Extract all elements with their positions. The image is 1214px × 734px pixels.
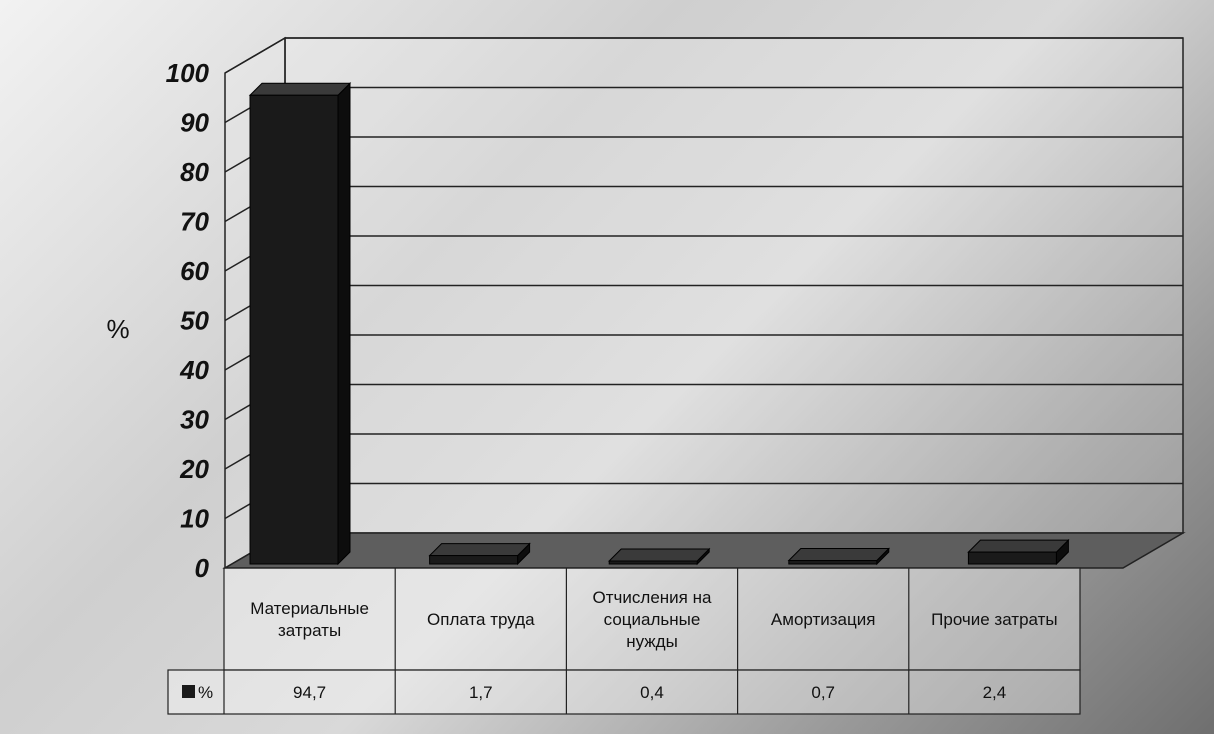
data-label: 0,4 <box>640 683 664 702</box>
y-tick-label: 70 <box>180 207 209 237</box>
data-table: % Материальные затраты Оплата труда Отчислен… <box>167 567 1081 715</box>
y-tick-label: 50 <box>180 306 209 336</box>
x-tick-label: Отчисления на социальные нужды <box>593 588 712 651</box>
bar <box>787 547 891 566</box>
legend-label: % <box>198 683 213 702</box>
data-label: 94,7 <box>293 683 326 702</box>
y-tick-label: 20 <box>179 454 209 484</box>
x-tick-label: Амортизация <box>771 610 876 629</box>
bar <box>607 547 711 566</box>
bars <box>248 82 1070 566</box>
y-tick-label: 90 <box>180 108 209 138</box>
table-value-row <box>167 669 1081 715</box>
y-tick-label: 60 <box>180 256 209 286</box>
y-tick-label: 80 <box>180 157 209 187</box>
chart-walls <box>222 36 1186 570</box>
legend-swatch <box>182 685 195 698</box>
bar <box>248 82 352 566</box>
gridline-side <box>224 37 286 74</box>
y-tick-label: 40 <box>179 355 209 385</box>
y-tick-label: 10 <box>180 504 209 534</box>
table-header-row <box>223 567 1081 671</box>
data-label: 1,7 <box>469 683 493 702</box>
data-label: 0,7 <box>811 683 835 702</box>
data-label: 2,4 <box>983 683 1007 702</box>
x-tick-label: Прочие затраты <box>931 610 1058 629</box>
y-axis-label: % <box>106 314 129 344</box>
bar <box>428 542 531 566</box>
x-tick-label: Оплата труда <box>427 610 535 629</box>
y-tick-label: 100 <box>166 58 210 88</box>
y-tick-label: 0 <box>195 553 210 583</box>
y-tick-label: 30 <box>180 405 209 435</box>
bar <box>967 538 1070 566</box>
x-tick-label: Материальные затраты <box>250 599 369 640</box>
y-axis-ticks: 0 10 20 30 40 50 60 70 80 90 100 <box>166 58 210 583</box>
